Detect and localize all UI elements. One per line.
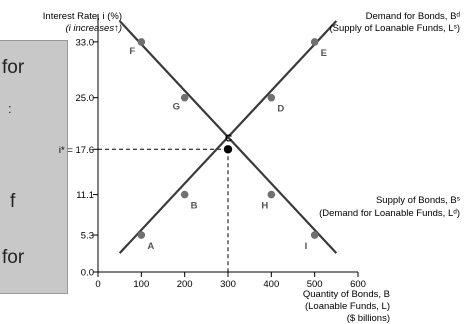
series-lines: [118, 20, 338, 254]
reference-lines: [98, 148, 229, 272]
supply-curve: [118, 20, 338, 254]
y-tick-label: 5.3: [81, 231, 94, 242]
series-label-demand: Demand for Bonds, Bᵈ: [366, 11, 461, 22]
point-label: E: [321, 48, 327, 59]
point-label: I: [305, 241, 308, 252]
series-label-supply: Supply of Bonds, Bˢ: [376, 195, 461, 206]
y-tick-label: 25.0: [76, 93, 95, 104]
x-tick-label: 300: [220, 279, 236, 290]
y-tick-label: 0.0: [81, 268, 94, 279]
data-point: [180, 190, 189, 199]
data-point: [267, 190, 276, 199]
point-label: D: [277, 104, 284, 115]
data-point: [137, 38, 146, 46]
y-tick-label: i* = 17.6: [59, 145, 94, 156]
side-panel-text: f: [10, 191, 16, 212]
x-tick-label: 500: [307, 279, 323, 290]
point-label: G: [173, 102, 180, 113]
side-panel-text: for: [2, 57, 25, 78]
x-tick-label: 0: [95, 279, 100, 290]
side-panel-text: :: [8, 101, 12, 116]
y-axis-note: (i increases↑): [66, 23, 123, 34]
x-axis-title-line2: (Loanable Funds, L): [305, 301, 390, 312]
y-tick-label: 33.0: [76, 37, 95, 48]
x-tick-label: 200: [177, 279, 193, 290]
point-label: B: [191, 201, 198, 212]
series-label-supply-sub: (Demand for Loanable Funds, Lᵈ): [319, 208, 460, 219]
data-point: [137, 231, 146, 239]
data-point: [310, 38, 319, 46]
x-axis-title-line3: ($ billions): [347, 313, 390, 324]
x-tick-label: 600: [350, 279, 366, 290]
data-points: A B D E F G H I C: [129, 38, 327, 252]
point-label: H: [261, 201, 268, 212]
equilibrium-label: C: [225, 133, 232, 144]
data-point: [180, 93, 189, 102]
side-panel-text: for: [2, 247, 25, 268]
x-tick-label: 100: [133, 279, 149, 290]
axes: 0.0 5.3 11.1 i* = 17.6 25.0 33.0 0 100 200 300 400…: [59, 14, 366, 290]
data-point: [310, 231, 319, 239]
point-label: A: [147, 241, 154, 252]
series-label-demand-sub: (Supply of Loanable Funds, Lˢ): [329, 23, 460, 34]
x-axis-title: Quantity of Bonds, B: [303, 289, 390, 300]
point-label: F: [129, 46, 135, 57]
side-panel: for : f for: [0, 40, 68, 294]
y-axis-title: Interest Rate, i (%): [43, 11, 122, 22]
equilibrium-point: [223, 145, 233, 154]
x-tick-label: 400: [263, 279, 279, 290]
data-point: [267, 93, 276, 102]
y-tick-label: 11.1: [76, 190, 94, 201]
